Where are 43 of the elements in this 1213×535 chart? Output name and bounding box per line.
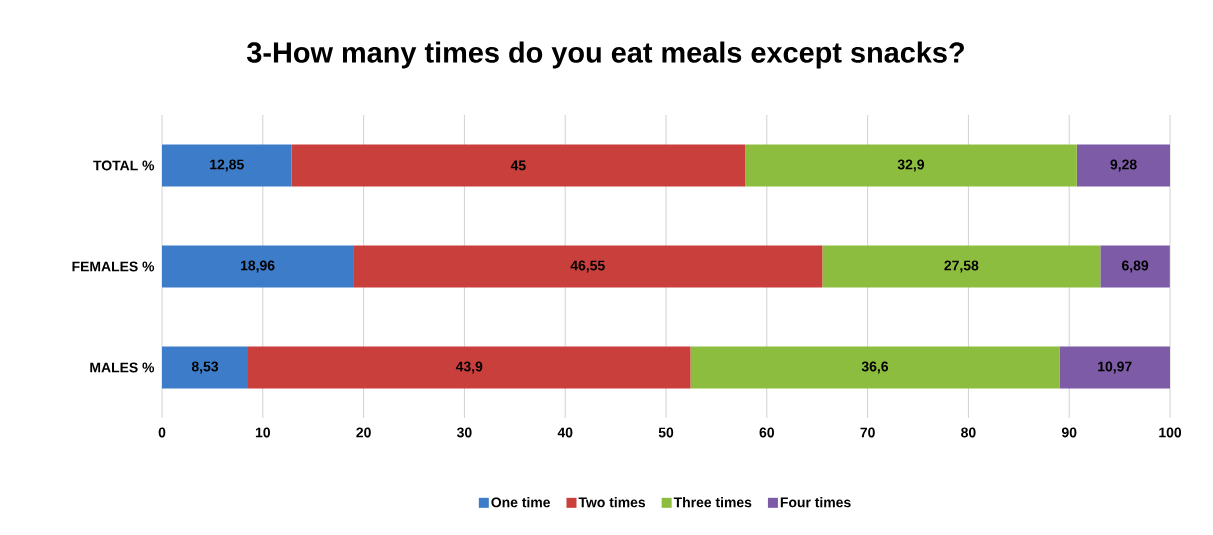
y-tick-label: TOTAL % <box>93 160 155 171</box>
bar <box>745 144 1077 187</box>
data-label: 27,58 <box>944 260 979 273</box>
bar <box>291 144 746 187</box>
bar <box>162 346 248 389</box>
bar <box>162 245 354 288</box>
x-tick-label: 30 <box>456 427 472 438</box>
bar <box>1076 144 1171 187</box>
x-tick-label: 80 <box>961 427 976 438</box>
data-label: 32,9 <box>897 159 925 172</box>
data-label: 10,97 <box>1098 361 1132 374</box>
legend-label: Three times <box>673 497 752 508</box>
x-tick-label: 90 <box>1061 427 1077 438</box>
legend-label: One time <box>491 497 551 508</box>
data-label: 9,28 <box>1110 159 1137 172</box>
bar <box>353 245 823 288</box>
bar <box>822 245 1101 288</box>
data-label: 6,89 <box>1122 260 1149 273</box>
x-tick-label: 50 <box>658 427 674 438</box>
data-label: 46,55 <box>570 260 605 273</box>
data-label: 8,53 <box>191 361 219 374</box>
y-tick-label: MALES % <box>90 362 155 373</box>
chart-title: 3-How many times do you eat meals except snacks? <box>246 41 964 69</box>
x-tick-label: 20 <box>356 427 371 438</box>
data-label: 45 <box>510 160 526 171</box>
bar <box>162 144 292 187</box>
bar <box>247 346 691 389</box>
data-label: 36,6 <box>861 361 889 374</box>
data-label: 18,96 <box>240 260 275 273</box>
x-tick-label: 70 <box>860 427 875 438</box>
x-tick-label: 60 <box>759 427 774 438</box>
y-tick-label: FEMALES % <box>72 261 155 272</box>
data-label: 12,85 <box>210 159 244 172</box>
bar <box>1059 346 1171 389</box>
x-tick-label: 40 <box>557 427 573 438</box>
legend-label: Two times <box>578 497 646 508</box>
bar <box>1100 245 1170 288</box>
x-tick-label: 10 <box>255 427 270 438</box>
x-tick-label: 100 <box>1159 427 1182 438</box>
x-tick-label: 0 <box>158 427 166 438</box>
bar <box>690 346 1060 389</box>
legend-label: Four times <box>780 497 851 508</box>
data-label: 43,9 <box>455 361 483 374</box>
